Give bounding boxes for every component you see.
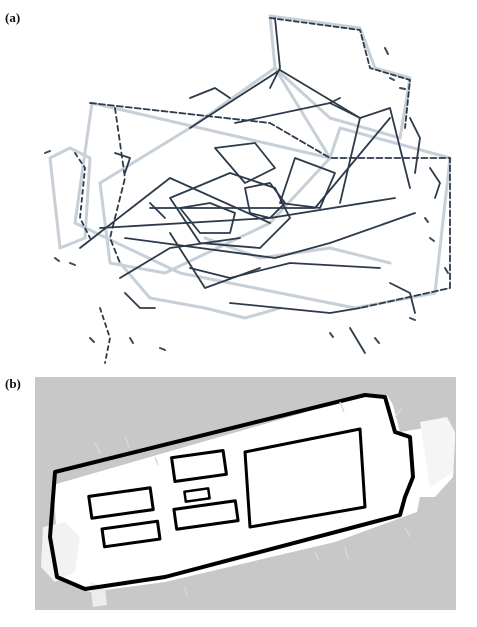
large-room: [243, 427, 367, 529]
room-block-1: [170, 448, 228, 484]
walls: [48, 393, 415, 591]
room-block-4: [100, 519, 162, 549]
small-block: [183, 487, 211, 503]
panel-a-label: (a): [5, 10, 21, 25]
scan-artifacts: [94, 401, 411, 598]
raw-scan-dark-layer: [74, 17, 451, 364]
occupancy-grid-map: [35, 377, 456, 610]
raw-scan-map: [44, 14, 452, 364]
panel-b-label: (b): [5, 376, 21, 391]
occupancy-grid-map-panel: [35, 377, 456, 610]
raw-scan-specks: [44, 47, 449, 351]
room-block-2: [172, 499, 240, 531]
raw-scan-map-panel: [30, 8, 470, 370]
room-block-3: [87, 486, 155, 520]
